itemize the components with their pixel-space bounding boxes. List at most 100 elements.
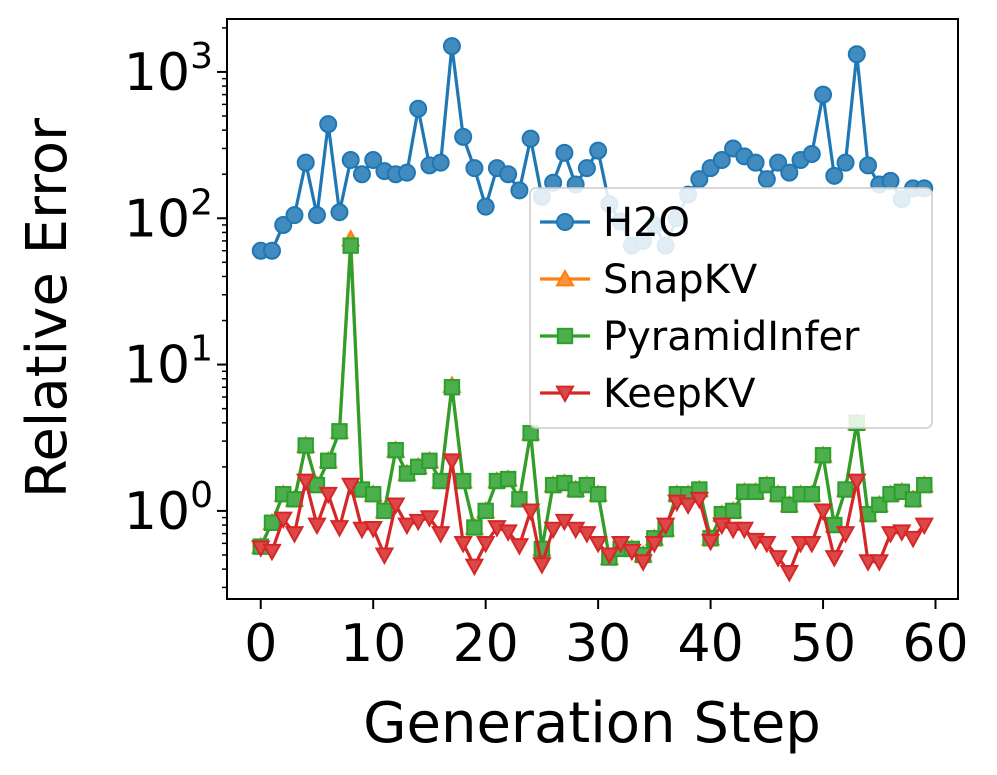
data-point-keepkv <box>734 521 755 540</box>
data-point-h2o <box>555 143 574 162</box>
data-point-keepkv <box>655 517 676 536</box>
data-point-keepkv <box>453 535 473 554</box>
data-point-keepkv <box>644 535 665 554</box>
x-tick-label: 0 <box>244 614 277 674</box>
data-point-keepkv <box>779 564 800 583</box>
data-point-keepkv <box>464 558 485 577</box>
data-point-keepkv <box>430 526 451 544</box>
data-point-pyramidinfer <box>376 502 393 520</box>
data-point-h2o <box>690 170 709 189</box>
data-point-pyramidinfer <box>837 481 854 498</box>
data-point-h2o <box>757 170 776 189</box>
data-point-keepkv <box>273 511 293 530</box>
legend-marker-h2o <box>556 213 574 231</box>
data-point-pyramidinfer <box>331 423 348 440</box>
y-tick-label: 102 <box>124 182 213 249</box>
data-point-keepkv <box>790 535 811 554</box>
data-point-pyramidinfer <box>499 470 517 488</box>
x-tick-label: 50 <box>790 614 856 674</box>
data-point-h2o <box>825 166 844 185</box>
data-point-keepkv <box>757 535 777 554</box>
legend: H2O SnapKV PyramidInfer KeepKV <box>529 187 933 429</box>
data-point-pyramidinfer <box>477 502 494 520</box>
data-point-h2o <box>712 151 731 170</box>
data-point-keepkv <box>880 526 901 544</box>
data-point-h2o <box>847 45 866 64</box>
data-point-keepkv <box>475 535 496 554</box>
data-point-keepkv <box>341 477 361 496</box>
data-point-keepkv <box>284 526 305 544</box>
data-point-keepkv <box>633 554 653 572</box>
data-point-keepkv <box>520 503 541 521</box>
data-point-pyramidinfer <box>297 437 314 454</box>
data-point-keepkv <box>296 473 316 492</box>
data-point-keepkv <box>700 533 721 552</box>
x-tick-label: 20 <box>453 614 519 674</box>
legend-label-snapkv: SnapKV <box>603 257 758 303</box>
data-point-keepkv <box>498 524 518 542</box>
data-point-h2o <box>499 165 518 184</box>
legend-label-h2o: H2O <box>603 200 690 246</box>
data-point-pyramidinfer <box>263 514 281 531</box>
data-point-keepkv <box>824 550 844 568</box>
legend-label-keepkv: KeepKV <box>603 371 756 417</box>
data-point-keepkv <box>588 535 608 554</box>
data-point-pyramidinfer <box>511 491 528 508</box>
y-tick-label: 100 <box>124 475 213 542</box>
data-point-pyramidinfer <box>387 441 404 459</box>
data-point-h2o <box>746 153 765 172</box>
data-point-keepkv <box>363 520 383 539</box>
data-point-h2o <box>352 165 371 184</box>
data-point-pyramidinfer <box>916 476 933 494</box>
data-point-h2o <box>442 37 461 56</box>
data-point-h2o <box>341 151 360 170</box>
data-point-keepkv <box>847 473 867 492</box>
data-point-keepkv <box>509 538 530 556</box>
data-point-keepkv <box>577 526 597 544</box>
data-point-h2o <box>465 159 484 178</box>
data-point-keepkv <box>532 557 552 575</box>
data-point-keepkv <box>835 526 856 544</box>
data-point-keepkv <box>869 554 889 572</box>
data-point-h2o <box>769 153 788 172</box>
data-point-h2o <box>330 203 349 222</box>
legend-item-h2o: H2O <box>540 200 690 246</box>
data-point-keepkv <box>543 521 563 540</box>
data-point-h2o <box>881 171 900 190</box>
data-point-keepkv <box>352 521 372 540</box>
data-point-pyramidinfer <box>365 486 382 503</box>
data-point-h2o <box>274 215 293 234</box>
legend-label-pyramidinfer: PyramidInfer <box>603 314 860 360</box>
data-point-pyramidinfer <box>454 472 472 490</box>
data-point-keepkv <box>419 510 440 528</box>
data-point-h2o <box>319 115 338 134</box>
data-point-keepkv <box>397 517 417 536</box>
data-point-pyramidinfer <box>904 491 922 508</box>
series-keepkv <box>251 453 934 583</box>
data-point-h2o <box>476 197 495 216</box>
data-point-keepkv <box>262 543 282 562</box>
legend-item-keepkv: KeepKV <box>540 371 756 417</box>
data-point-keepkv <box>318 486 338 505</box>
data-point-keepkv <box>802 535 822 554</box>
data-point-pyramidinfer <box>342 237 359 254</box>
data-point-h2o <box>296 153 315 172</box>
data-point-pyramidinfer <box>803 486 820 503</box>
x-tick-label: 60 <box>902 614 968 674</box>
data-point-keepkv <box>385 497 406 515</box>
legend-marker-keepkv <box>555 385 575 404</box>
data-point-h2o <box>364 151 383 170</box>
legend-box <box>529 187 933 429</box>
data-point-pyramidinfer <box>466 519 483 536</box>
data-point-keepkv <box>678 497 698 515</box>
data-point-pyramidinfer <box>589 486 607 503</box>
legend-marker-pyramidinfer <box>556 327 574 345</box>
data-point-pyramidinfer <box>421 452 438 469</box>
data-point-h2o <box>814 85 833 104</box>
plot-frame <box>226 18 959 600</box>
data-point-keepkv <box>374 547 395 566</box>
data-point-h2o <box>577 159 596 178</box>
data-point-pyramidinfer <box>320 452 337 469</box>
data-point-keepkv <box>329 520 350 538</box>
data-point-h2o <box>397 163 416 182</box>
